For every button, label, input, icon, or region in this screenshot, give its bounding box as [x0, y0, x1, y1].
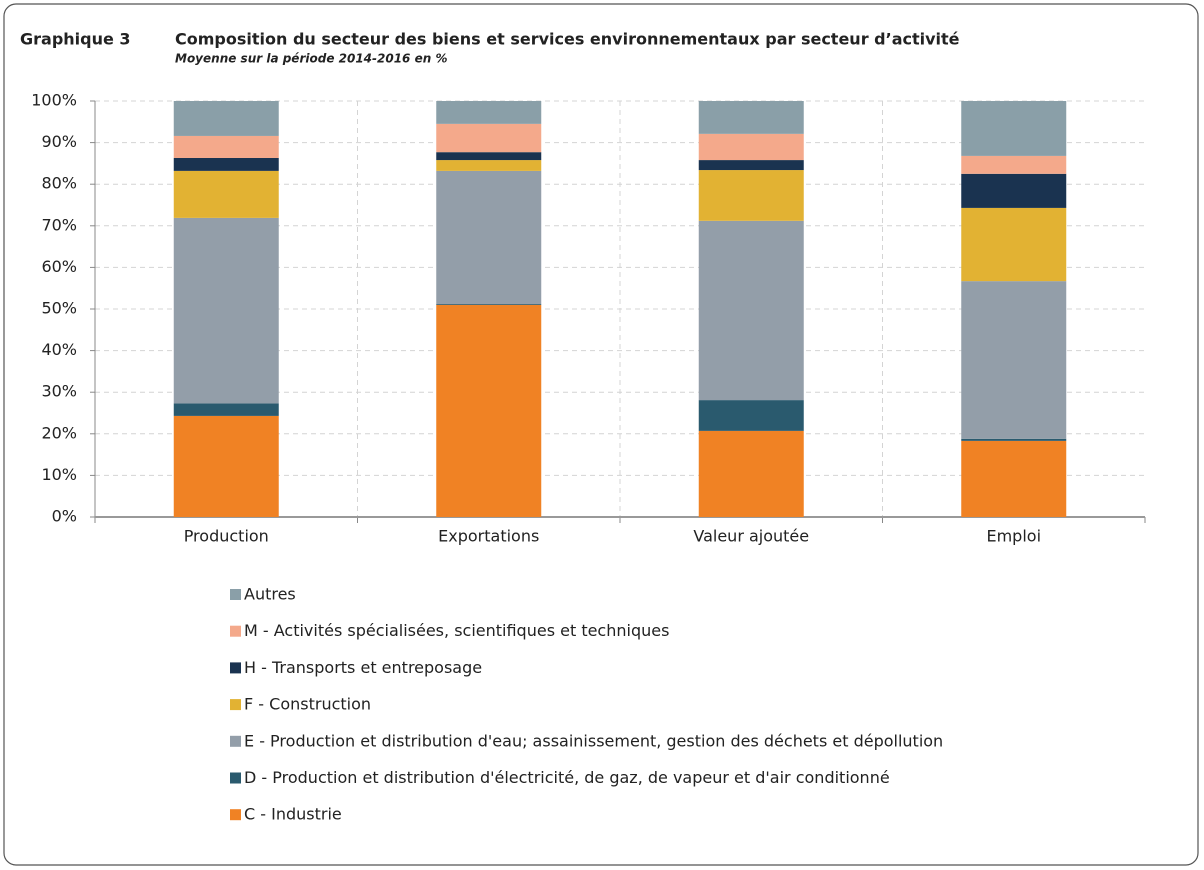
legend-swatch	[230, 772, 241, 784]
bar-segment	[436, 304, 542, 305]
legend-swatch	[230, 589, 241, 600]
bar-segment	[436, 101, 542, 124]
bar-segment	[173, 217, 279, 404]
legend-label: C - Industrie	[244, 805, 342, 824]
y-tick-label: 0%	[52, 507, 77, 526]
legend-swatch	[230, 735, 241, 747]
y-tick-label: 30%	[41, 382, 77, 401]
bar-segment	[961, 155, 1067, 174]
y-tick-label: 100%	[31, 91, 77, 110]
bar-segment	[961, 207, 1067, 282]
bar-segment	[698, 101, 804, 134]
bar-segment	[961, 440, 1067, 517]
legend-swatch	[230, 699, 241, 711]
legend-swatch	[230, 625, 241, 637]
legend-label: E - Production et distribution d'eau; as…	[244, 731, 943, 750]
legend-label: F - Construction	[244, 695, 371, 714]
bar-segment	[436, 123, 542, 153]
bar-segment	[698, 430, 804, 517]
bar-segment	[173, 170, 279, 218]
bar-segment	[961, 101, 1067, 156]
chart-subtitle: Moyenne sur la période 2014-2016 en %	[175, 52, 447, 66]
bar-segment	[173, 101, 279, 136]
legend-label: D - Production et distribution d'électri…	[244, 768, 890, 787]
bar-segment	[961, 281, 1067, 439]
legend-swatch	[230, 809, 241, 821]
y-tick-label: 60%	[41, 257, 77, 276]
bar-segment	[436, 170, 542, 305]
bar-segment	[173, 135, 279, 158]
x-tick-label: Exportations	[438, 527, 539, 546]
chart-title: Composition du secteur des biens et serv…	[175, 30, 960, 49]
bar-segment	[173, 415, 279, 517]
bar-segment	[698, 170, 804, 221]
bar-segment	[698, 160, 804, 171]
y-tick-label: 20%	[41, 423, 77, 442]
bar-segment	[698, 133, 804, 161]
bar-segment	[436, 152, 542, 161]
bar-segment	[436, 160, 542, 171]
y-tick-label: 50%	[41, 299, 77, 318]
y-tick-label: 10%	[41, 465, 77, 484]
legend-label: H - Transports et entreposage	[244, 658, 482, 677]
bar-segment	[173, 403, 279, 416]
frame	[3, 3, 1199, 866]
chart-label: Graphique 3	[20, 30, 131, 49]
x-tick-label: Production	[184, 527, 269, 546]
bar-segment	[173, 157, 279, 171]
bar-segment	[961, 173, 1067, 208]
y-tick-label: 40%	[41, 340, 77, 359]
legend-label: Autres	[244, 585, 296, 604]
legend-swatch	[230, 662, 241, 674]
bar-segment	[961, 438, 1067, 441]
bar-segment	[436, 304, 542, 517]
bar-segment	[698, 400, 804, 431]
x-tick-label: Emploi	[986, 527, 1041, 546]
x-tick-label: Valeur ajoutée	[693, 527, 809, 546]
bar-segment	[698, 220, 804, 401]
legend-label: M - Activités spécialisées, scientifique…	[244, 621, 669, 640]
y-tick-label: 80%	[41, 174, 77, 193]
y-tick-label: 90%	[41, 132, 77, 151]
y-tick-label: 70%	[41, 215, 77, 234]
